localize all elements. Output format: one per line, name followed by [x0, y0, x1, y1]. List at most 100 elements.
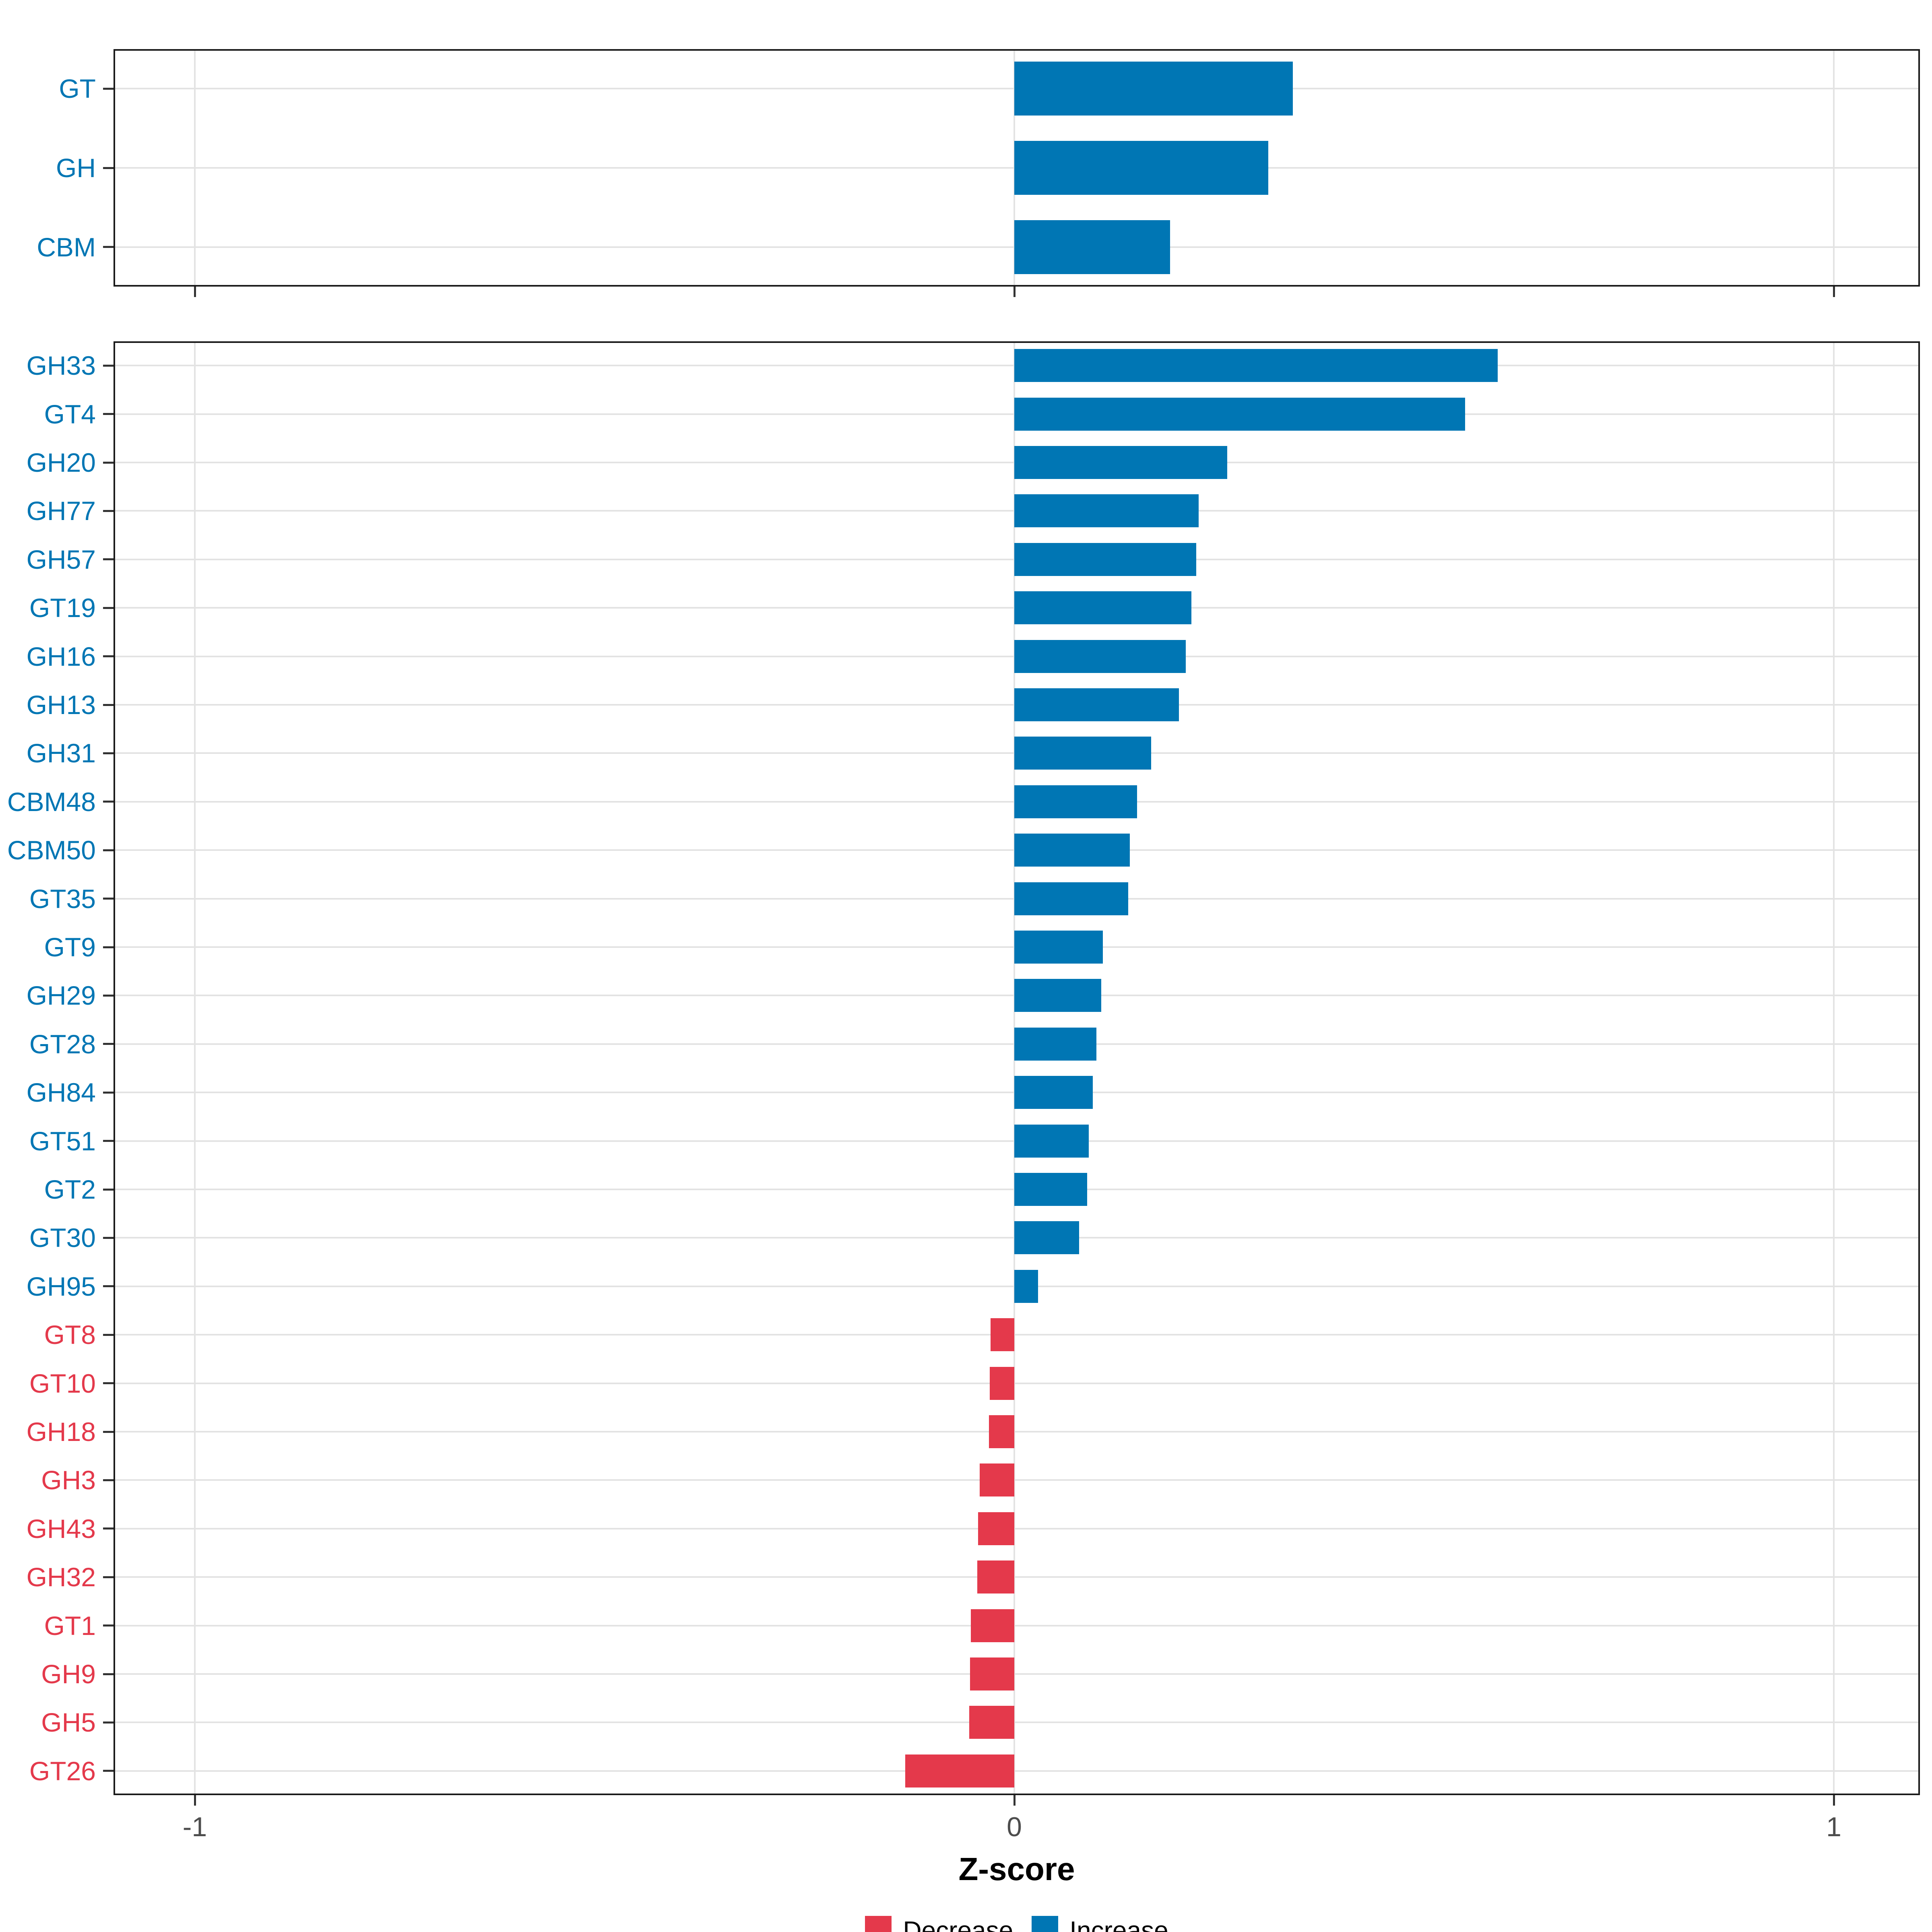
- bar-GH43: [978, 1512, 1014, 1545]
- bar-GH32: [977, 1560, 1014, 1594]
- vertical-gridline-0: [1013, 341, 1015, 1795]
- y-tick-GT: [103, 87, 114, 90]
- bar-GT28: [1014, 1027, 1096, 1061]
- y-label-GT30: GT30: [29, 1223, 96, 1253]
- y-tick-GH57: [103, 558, 114, 561]
- y-label-GT26: GT26: [29, 1756, 96, 1786]
- bar-GH84: [1014, 1076, 1093, 1109]
- bar-GH18: [989, 1415, 1014, 1448]
- legend-item-increase: Increase: [1032, 1916, 1168, 1932]
- y-tick-GT26: [103, 1770, 114, 1772]
- y-label-GH33: GH33: [26, 351, 96, 381]
- y-label-GH31: GH31: [26, 738, 96, 768]
- y-tick-CBM50: [103, 849, 114, 851]
- y-tick-GT30: [103, 1236, 114, 1239]
- row-gridline: [114, 1527, 1920, 1530]
- y-tick-GT4: [103, 413, 114, 415]
- y-tick-GH43: [103, 1527, 114, 1530]
- bar-GH29: [1014, 979, 1101, 1012]
- y-label-GT51: GT51: [29, 1126, 96, 1156]
- y-label-GT2: GT2: [44, 1174, 96, 1204]
- y-label-GT4: GT4: [44, 399, 96, 429]
- y-label-GH9: GH9: [41, 1659, 96, 1689]
- y-tick-GT35: [103, 898, 114, 900]
- y-label-GH32: GH32: [26, 1562, 96, 1592]
- bar-GH13: [1014, 688, 1179, 721]
- y-label-CBM: CBM: [37, 232, 96, 262]
- bar-GH: [1014, 141, 1269, 195]
- y-tick-GH29: [103, 994, 114, 997]
- bar-GT8: [990, 1318, 1014, 1352]
- y-tick-GH5: [103, 1721, 114, 1724]
- y-tick-GH32: [103, 1576, 114, 1578]
- y-tick-GH95: [103, 1285, 114, 1288]
- y-tick-GT28: [103, 1043, 114, 1045]
- y-label-GT8: GT8: [44, 1320, 96, 1350]
- x-tick-1: [1833, 287, 1835, 297]
- y-tick-GH84: [103, 1091, 114, 1094]
- row-gridline: [114, 1576, 1920, 1578]
- y-tick-GH13: [103, 704, 114, 706]
- bar-GT10: [989, 1366, 1014, 1400]
- bar-GT19: [1014, 591, 1191, 625]
- legend-key-decrease-swatch: [865, 1916, 892, 1932]
- bar-GT4: [1014, 397, 1465, 431]
- y-tick-GH20: [103, 461, 114, 464]
- y-label-GT: GT: [59, 74, 96, 104]
- y-tick-GH77: [103, 510, 114, 512]
- y-tick-GT10: [103, 1382, 114, 1385]
- y-label-GH43: GH43: [26, 1513, 96, 1544]
- bar-GH3: [980, 1463, 1014, 1497]
- row-gridline: [114, 1624, 1920, 1627]
- y-tick-GH16: [103, 655, 114, 658]
- bottom-panel-family-bars: GH33 GT4 GH20 GH77 GH57 GT19 GH16 GH13 GH31 CBM48…: [7, 341, 1920, 1806]
- top-panel-category-totals: GT GH CBM: [37, 49, 1920, 297]
- y-label-GH13: GH13: [26, 690, 96, 720]
- x-axis-title: Z-score: [958, 1851, 1075, 1887]
- y-tick-GT51: [103, 1140, 114, 1142]
- y-tick-GT9: [103, 946, 114, 948]
- y-label-GH5: GH5: [41, 1707, 96, 1738]
- y-label-GH84: GH84: [26, 1077, 96, 1108]
- row-gridline: [114, 1673, 1920, 1675]
- y-label-GH: GH: [56, 153, 96, 183]
- row-gridline: [114, 1479, 1920, 1481]
- x-tick-1: [1833, 1795, 1835, 1806]
- x-tick--1: [194, 287, 196, 297]
- bar-GT9: [1014, 931, 1103, 964]
- x-tick--1: [194, 1795, 196, 1806]
- bar-CBM50: [1014, 834, 1130, 867]
- y-label-GH16: GH16: [26, 641, 96, 671]
- y-label-GT28: GT28: [29, 1029, 96, 1059]
- y-tick-GH: [103, 167, 114, 169]
- bar-GH9: [970, 1657, 1014, 1690]
- bar-CBM48: [1014, 785, 1137, 818]
- y-tick-GH31: [103, 752, 114, 754]
- bar-GT26: [905, 1754, 1014, 1788]
- y-label-CBM48: CBM48: [7, 786, 96, 817]
- y-label-GH57: GH57: [26, 544, 96, 574]
- legend-label-increase: Increase: [1069, 1916, 1168, 1932]
- bar-GH31: [1014, 737, 1151, 770]
- row-gridline: [114, 1334, 1920, 1336]
- vertical-gridline--1: [194, 341, 196, 1795]
- x-tick-label-0: 0: [1007, 1812, 1022, 1842]
- y-label-GT35: GT35: [29, 883, 96, 914]
- y-label-GH77: GH77: [26, 496, 96, 526]
- bar-GT1: [971, 1609, 1014, 1642]
- y-label-GH18: GH18: [26, 1417, 96, 1447]
- y-label-CBM50: CBM50: [7, 835, 96, 865]
- bar-GH16: [1014, 640, 1186, 673]
- bar-GH20: [1014, 446, 1228, 479]
- x-tick-label-1: 1: [1826, 1812, 1841, 1842]
- y-tick-GT19: [103, 607, 114, 609]
- y-label-GH29: GH29: [26, 980, 96, 1011]
- bar-GT2: [1014, 1173, 1088, 1206]
- y-tick-GT8: [103, 1333, 114, 1336]
- y-tick-GT2: [103, 1188, 114, 1191]
- bar-GH95: [1014, 1269, 1038, 1303]
- y-label-GT9: GT9: [44, 932, 96, 962]
- bar-GH5: [969, 1706, 1014, 1739]
- y-tick-GH9: [103, 1673, 114, 1675]
- bar-GH77: [1014, 494, 1199, 528]
